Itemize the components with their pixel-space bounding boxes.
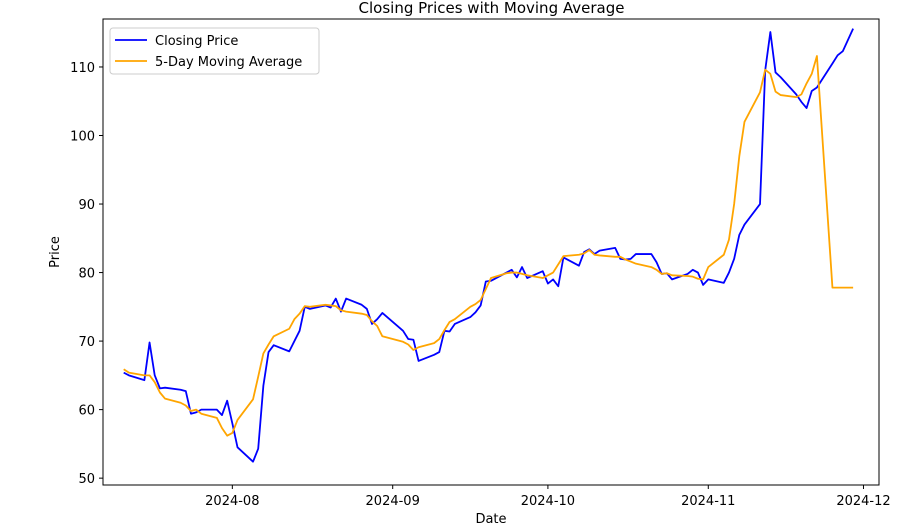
x-tick-label: 2024-11	[681, 494, 735, 509]
x-axis-label: Date	[475, 512, 506, 524]
legend-box	[109, 27, 320, 75]
legend-label-closing-price: Closing Price	[155, 34, 238, 49]
y-axis-label: Price	[48, 236, 63, 268]
x-tick-label: 2024-09	[366, 494, 420, 509]
y-tick-label: 90	[78, 198, 95, 213]
x-tick-label: 2024-08	[205, 494, 259, 509]
y-tick-label: 110	[70, 61, 95, 76]
series-layer	[123, 28, 854, 463]
x-tick-label: 2024-12	[836, 494, 890, 509]
y-tick-label: 80	[78, 267, 95, 282]
plot-frame	[102, 18, 880, 486]
y-tick-label: 100	[70, 130, 95, 145]
x-axis: 2024-08 2024-09 2024-10 2024-11 2024-12	[205, 485, 891, 509]
chart-title: Closing Prices with Moving Average	[359, 0, 625, 17]
series-line-moving-average	[123, 55, 854, 437]
y-tick-label: 70	[78, 335, 95, 350]
series-line-closing-price	[123, 28, 854, 463]
x-tick-label: 2024-10	[521, 494, 575, 509]
y-tick-label: 50	[78, 472, 95, 487]
legend-label-moving-average: 5-Day Moving Average	[155, 55, 302, 70]
y-axis: 50 60 70 80 90 100 110	[70, 61, 103, 487]
y-tick-label: 60	[78, 404, 95, 419]
legend: Closing Price 5-Day Moving Average	[109, 27, 320, 75]
